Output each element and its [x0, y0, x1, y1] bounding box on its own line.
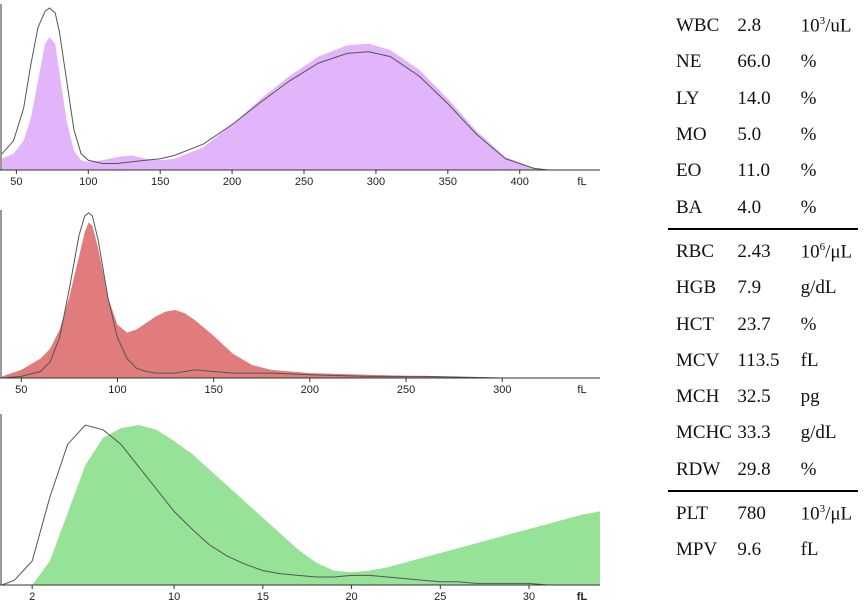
parameter-value: 2.8 — [737, 15, 762, 37]
parameter-unit: % — [800, 313, 817, 335]
parameter-value: 780 — [737, 503, 766, 524]
parameter-unit: % — [800, 196, 817, 218]
result-row: LY 14.0% — [668, 81, 858, 117]
wbc-histogram: 50 100 150 200 250 300 350 400 fL — [0, 4, 600, 188]
rbc-histogram: 50 100 150 200 250 300 fL — [0, 210, 600, 396]
x-tick-label: 15 — [257, 591, 269, 603]
plt-histogram: 2 10 15 20 25 30 fL — [0, 414, 600, 603]
parameter-value: 14.0 — [737, 87, 771, 109]
parameter-value: 23.7 — [737, 313, 771, 335]
parameter-name: RDW — [676, 458, 721, 480]
parameter-unit: 106/μL — [800, 240, 853, 263]
x-tick-label: 50 — [15, 384, 27, 396]
parameter-value: 11.0 — [737, 160, 770, 182]
x-unit-label: fL — [577, 384, 586, 396]
parameter-value: 29.8 — [737, 458, 771, 480]
parameter-unit: fL — [800, 539, 819, 561]
parameter-name: LY — [676, 87, 700, 109]
result-group: PLT 780 103/μL MPV 9.6 fL — [668, 496, 858, 571]
result-row: MO 5.0% — [668, 117, 858, 153]
result-row: WBC 2.8 103/uL — [668, 8, 858, 44]
result-group: WBC 2.8 103/uL NE 66.0% LY 14.0% MO 5.0% EO 11.0% B… — [668, 8, 858, 230]
parameter-unit: % — [800, 51, 817, 73]
parameter-value: 7.9 — [737, 277, 762, 299]
x-tick-label: 10 — [168, 591, 180, 603]
parameter-unit: 103/μL — [800, 502, 853, 525]
result-row: HCT 23.7% — [668, 306, 858, 342]
x-tick-label: 350 — [439, 176, 457, 188]
x-tick-label: 50 — [10, 176, 22, 188]
result-row: RBC 2.43 106/μL — [668, 234, 858, 270]
parameter-name: MCHC — [676, 422, 732, 444]
parameter-name: HCT — [676, 313, 714, 335]
parameter-name: EO — [676, 160, 702, 182]
x-tick-label: 200 — [223, 176, 241, 188]
result-row: MPV 9.6 fL — [668, 532, 858, 568]
parameter-name: BA — [676, 196, 703, 218]
parameter-name: MPV — [676, 539, 718, 561]
parameter-name: NE — [676, 51, 702, 73]
result-group: RBC 2.43 106/μL HGB 7.9 g/dL HCT 23.7% MCV 113.5 f… — [668, 234, 858, 492]
x-tick-label: 100 — [108, 384, 126, 396]
x-tick-label: 400 — [511, 176, 529, 188]
parameter-value: 5.0 — [737, 124, 762, 146]
x-tick-label: 30 — [523, 591, 535, 603]
parameter-unit: fL — [800, 349, 819, 371]
parameter-name: MCH — [676, 386, 720, 408]
result-row: MCH 32.5 pg — [668, 379, 858, 415]
filled-distribution-area — [2, 37, 549, 171]
parameter-name: RBC — [676, 240, 715, 262]
reference-curve-line — [1, 212, 541, 379]
reference-curve-line — [1, 424, 600, 586]
x-tick-label: 2 — [29, 591, 35, 603]
parameter-unit: % — [800, 87, 817, 109]
parameter-value: 9.6 — [737, 539, 762, 561]
reference-curve-line — [1, 7, 549, 171]
parameter-unit: % — [800, 160, 817, 182]
parameter-unit: 103/uL — [800, 14, 852, 37]
parameter-unit: % — [800, 458, 817, 480]
result-row: PLT 780 103/μL — [668, 496, 858, 532]
parameter-name: MCV — [676, 349, 720, 371]
result-row: BA 4.0% — [668, 189, 858, 225]
x-tick-label: 150 — [204, 384, 222, 396]
parameter-unit: pg — [800, 386, 820, 408]
parameter-value: 113.5 — [737, 349, 780, 371]
parameter-name: WBC — [676, 15, 720, 37]
parameter-unit: % — [800, 124, 817, 146]
x-unit-label: fL — [577, 591, 588, 603]
parameter-value: 2.43 — [737, 240, 771, 262]
parameter-name: PLT — [676, 503, 709, 524]
x-tick-label: 300 — [367, 176, 385, 188]
x-tick-label: 150 — [151, 176, 169, 188]
parameter-name: HGB — [676, 277, 717, 299]
result-row: MCHC 33.3 g/dL — [668, 415, 858, 451]
x-unit-label: fL — [577, 176, 586, 188]
parameter-value: 66.0 — [737, 51, 771, 73]
x-tick-label: 20 — [345, 591, 357, 603]
x-tick-label: 25 — [434, 591, 446, 603]
result-row: MCV 113.5 fL — [668, 343, 858, 379]
filled-distribution-area — [2, 425, 600, 585]
results-table: WBC 2.8 103/uL NE 66.0% LY 14.0% MO 5.0% EO 11.0% B… — [668, 8, 858, 574]
x-tick-label: 250 — [295, 176, 313, 188]
result-row: HGB 7.9 g/dL — [668, 270, 858, 306]
parameter-value: 32.5 — [737, 386, 771, 408]
result-row: NE 66.0% — [668, 44, 858, 80]
result-row: RDW 29.8% — [668, 452, 858, 488]
parameter-unit: g/dL — [800, 277, 837, 299]
parameter-name: MO — [676, 124, 707, 146]
parameter-value: 33.3 — [737, 422, 771, 444]
parameter-value: 4.0 — [737, 196, 762, 218]
histogram-panels: 50 100 150 200 250 300 350 400 fL 50 100 150 200 250 3… — [0, 4, 600, 603]
x-tick-label: 250 — [397, 384, 415, 396]
x-tick-label: 100 — [79, 176, 97, 188]
parameter-unit: g/dL — [800, 422, 837, 444]
x-tick-label: 200 — [301, 384, 319, 396]
x-tick-label: 300 — [493, 384, 511, 396]
result-row: EO 11.0% — [668, 153, 858, 189]
filled-distribution-area — [2, 222, 541, 378]
